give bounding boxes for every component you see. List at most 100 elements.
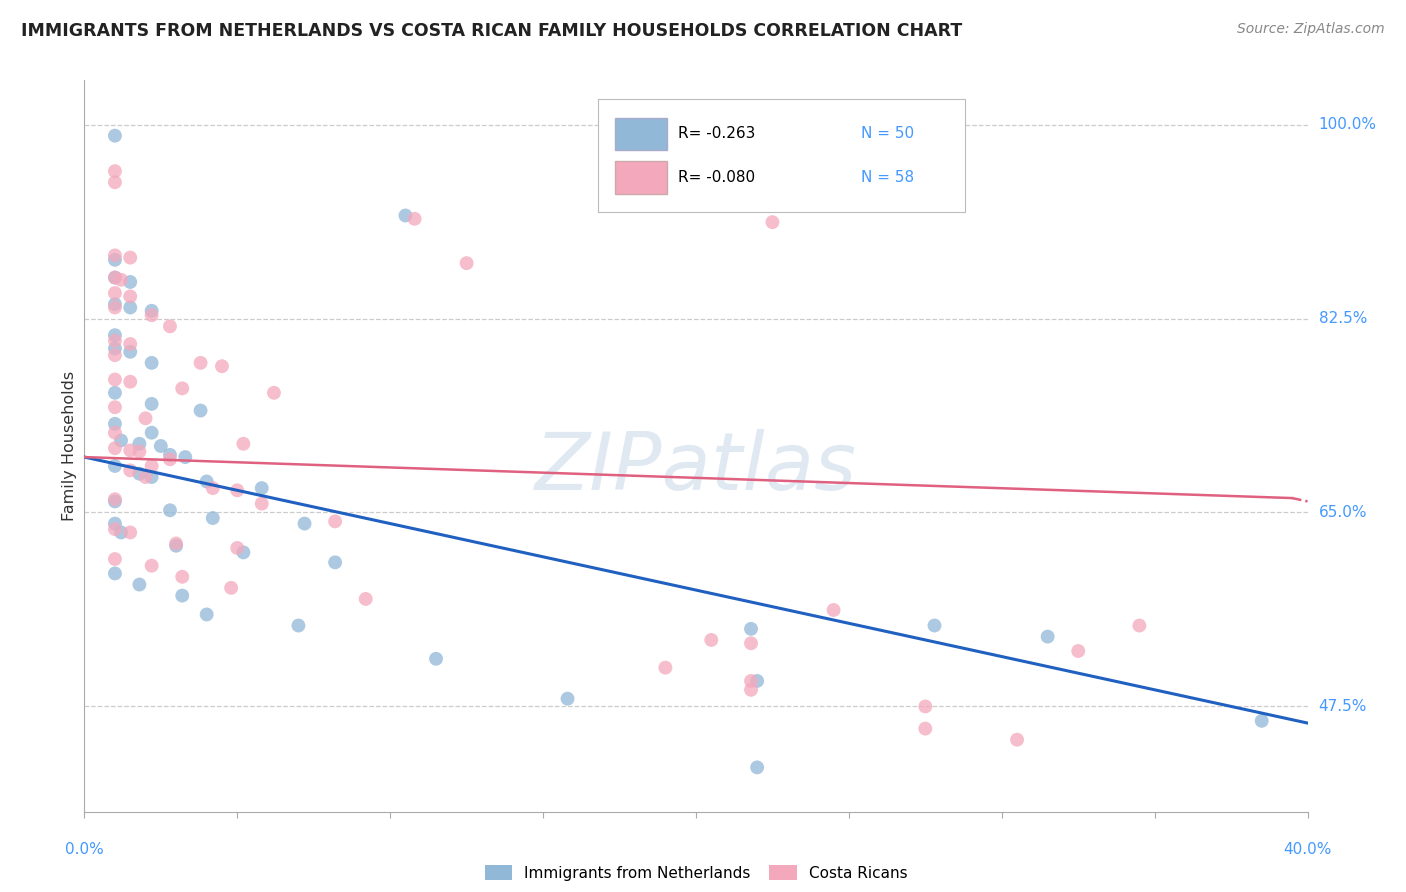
Text: 82.5%: 82.5%: [1319, 311, 1367, 326]
Point: [120, 525, 142, 540]
Point: [149, 439, 172, 453]
Point: [211, 359, 233, 374]
Point: [141, 303, 163, 318]
Text: 47.5%: 47.5%: [1319, 699, 1367, 714]
Point: [104, 372, 127, 386]
Point: [104, 494, 127, 508]
FancyBboxPatch shape: [598, 99, 965, 212]
Point: [104, 270, 127, 285]
Point: [172, 570, 194, 584]
Point: [104, 441, 127, 455]
Point: [195, 607, 218, 622]
Point: [165, 539, 187, 553]
Point: [128, 577, 150, 591]
Point: [232, 545, 254, 559]
Point: [104, 328, 127, 343]
Point: [425, 652, 447, 666]
Point: [104, 301, 127, 315]
Point: [823, 603, 845, 617]
Text: R= -0.080: R= -0.080: [678, 170, 755, 185]
Point: [201, 481, 224, 495]
Point: [250, 481, 273, 495]
Point: [104, 417, 127, 431]
Text: IMMIGRANTS FROM NETHERLANDS VS COSTA RICAN FAMILY HOUSEHOLDS CORRELATION CHART: IMMIGRANTS FROM NETHERLANDS VS COSTA RIC…: [21, 22, 962, 40]
Point: [740, 622, 762, 636]
Point: [557, 691, 579, 706]
Point: [120, 301, 142, 315]
Point: [141, 308, 163, 322]
Point: [110, 434, 132, 448]
Point: [740, 673, 762, 688]
Point: [120, 289, 142, 303]
Point: [190, 403, 212, 417]
Point: [394, 209, 416, 223]
Point: [165, 536, 187, 550]
Point: [323, 514, 346, 528]
FancyBboxPatch shape: [616, 161, 666, 194]
Point: [104, 297, 127, 311]
Point: [104, 342, 127, 356]
Point: [104, 492, 127, 507]
Point: [740, 636, 762, 650]
Point: [141, 470, 163, 484]
Text: 40.0%: 40.0%: [1284, 842, 1331, 857]
Point: [1067, 644, 1090, 658]
Point: [104, 175, 127, 189]
Point: [110, 525, 132, 540]
Point: [456, 256, 478, 270]
Point: [1036, 630, 1059, 644]
Point: [1250, 714, 1272, 728]
Point: [159, 319, 181, 334]
Text: N = 50: N = 50: [860, 126, 914, 141]
Point: [128, 437, 150, 451]
Point: [141, 397, 163, 411]
Point: [404, 211, 426, 226]
Point: [654, 660, 676, 674]
Point: [190, 356, 212, 370]
Point: [120, 375, 142, 389]
Point: [104, 458, 127, 473]
Point: [287, 618, 309, 632]
Point: [740, 682, 762, 697]
Point: [159, 503, 181, 517]
Point: [120, 443, 142, 458]
FancyBboxPatch shape: [616, 118, 666, 150]
Point: [104, 248, 127, 262]
Point: [120, 275, 142, 289]
Point: [104, 566, 127, 581]
Point: [104, 552, 127, 566]
Point: [1005, 732, 1028, 747]
Point: [747, 760, 769, 774]
Point: [226, 483, 249, 498]
Point: [104, 334, 127, 348]
Point: [104, 522, 127, 536]
Point: [354, 591, 377, 606]
Text: 100.0%: 100.0%: [1319, 117, 1376, 132]
Point: [219, 581, 242, 595]
Point: [323, 555, 346, 569]
Point: [104, 286, 127, 301]
Point: [172, 381, 194, 395]
Point: [104, 348, 127, 362]
Text: 0.0%: 0.0%: [65, 842, 104, 857]
Point: [172, 589, 194, 603]
Point: [294, 516, 316, 531]
Text: Source: ZipAtlas.com: Source: ZipAtlas.com: [1237, 22, 1385, 37]
Point: [120, 344, 142, 359]
Point: [159, 452, 181, 467]
Point: [120, 463, 142, 477]
Point: [104, 385, 127, 400]
Point: [669, 128, 692, 143]
Point: [104, 164, 127, 178]
Point: [914, 699, 936, 714]
Point: [141, 558, 163, 573]
Point: [141, 458, 163, 473]
Point: [110, 273, 132, 287]
Point: [226, 541, 249, 555]
Point: [104, 128, 127, 143]
Point: [250, 497, 273, 511]
Point: [141, 425, 163, 440]
Y-axis label: Family Households: Family Households: [62, 371, 77, 521]
Point: [924, 618, 946, 632]
Text: 65.0%: 65.0%: [1319, 505, 1367, 520]
